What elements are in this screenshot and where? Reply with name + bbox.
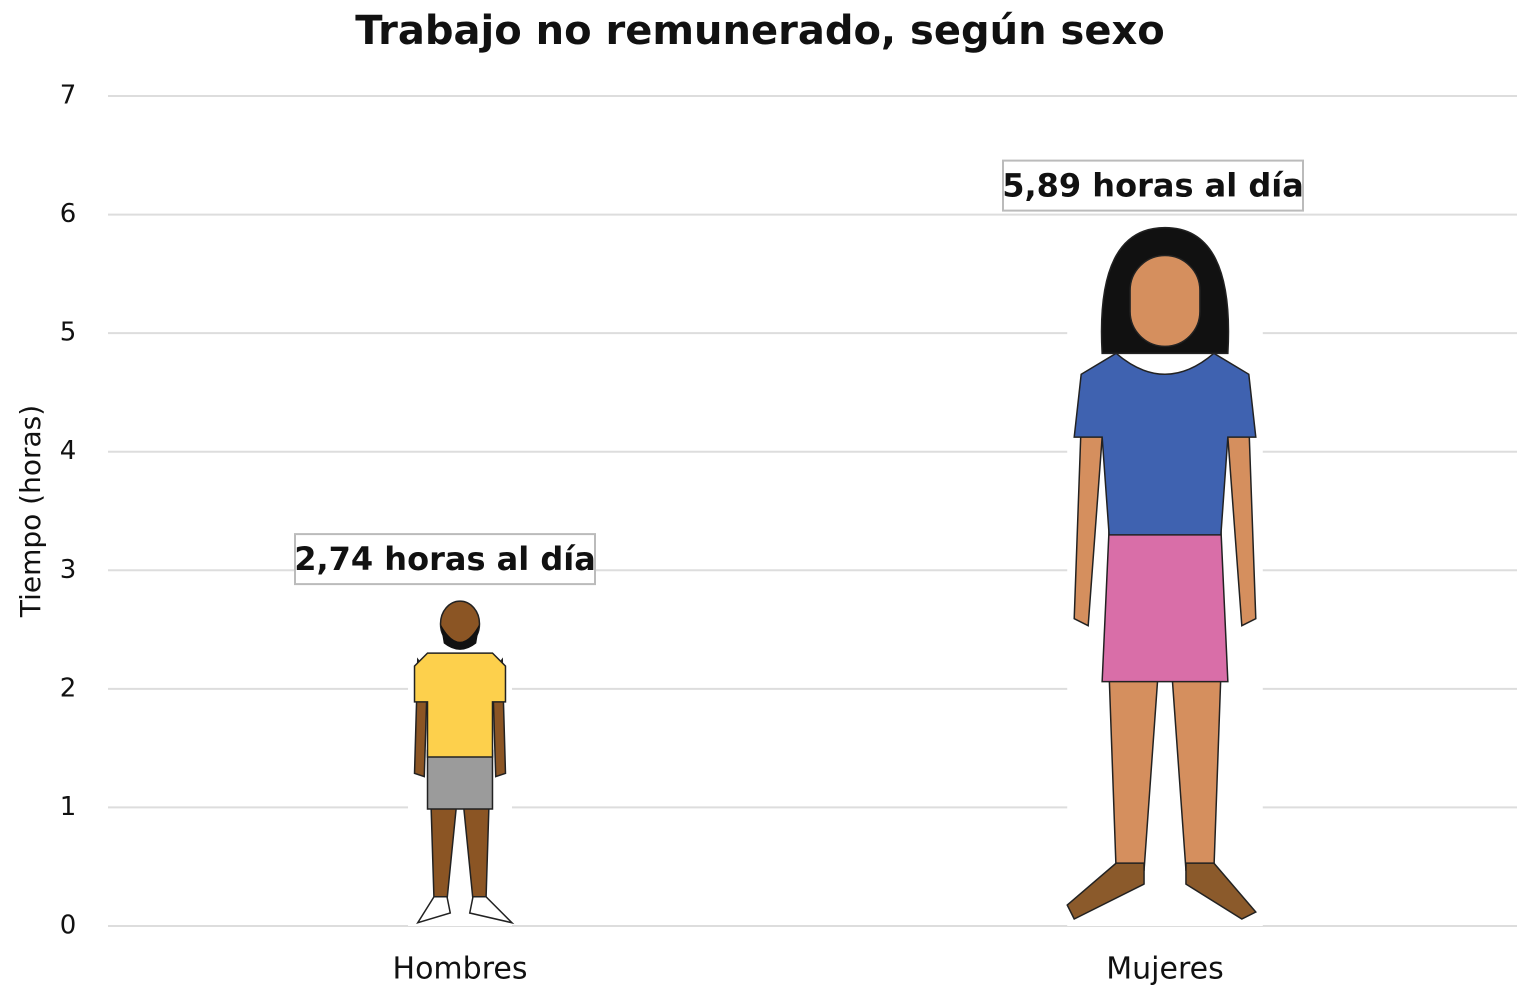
shirt [415,653,506,757]
shirt [1074,353,1256,535]
y-tick-label: 7 [60,81,77,111]
y-tick-label: 5 [60,318,77,348]
value-label-box [1002,159,1304,212]
y-tick-label: 6 [60,199,77,229]
figure [408,601,512,926]
y-tick-label: 4 [60,436,77,466]
chart-title: Trabajo no remunerado, según sexo [355,8,1164,54]
y-tick-label: 1 [60,792,77,822]
y-tick-label: 0 [60,911,77,941]
shoe [418,897,512,923]
figure [1067,228,1263,926]
value-label: 5,89 horas al día [1002,167,1304,205]
head [1130,256,1200,347]
y-axis-label: Tiempo (horas) [14,405,47,618]
y-tick-label: 3 [60,555,77,585]
shoe [1067,863,1256,919]
shorts [428,751,493,809]
beard [440,623,480,650]
x-tick-label: Hombres [393,952,528,987]
value-label: 2,74 horas al día [294,540,596,578]
y-tick-label: 2 [60,673,77,703]
x-tick-label: Mujeres [1106,952,1223,987]
skirt [1102,528,1228,682]
value-label-box [294,533,596,586]
